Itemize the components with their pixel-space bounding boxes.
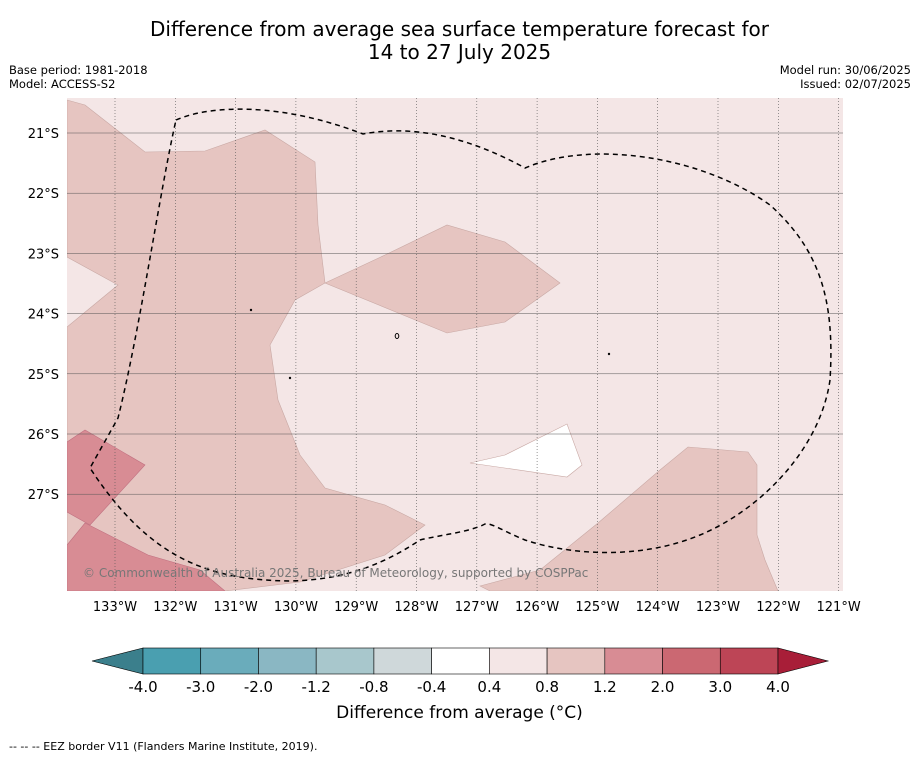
island-4 <box>607 352 611 356</box>
longitude-tick-label: 122°W <box>756 600 800 615</box>
colorbar-segment <box>546 647 606 675</box>
latitude-tick-label: 22°S <box>28 187 59 202</box>
land-islands <box>249 308 611 380</box>
longitude-tick-label: 128°W <box>394 600 438 615</box>
colorbar-tick-label: -0.8 <box>359 678 388 696</box>
eez-border <box>89 108 832 582</box>
longitude-tick-label: 129°W <box>334 600 378 615</box>
latitude-tick-label: 25°S <box>28 368 59 383</box>
latitude-labels: 21°S 22°S 23°S 24°S 25°S 26°S 27°S <box>28 127 59 503</box>
colorbar-segment <box>719 647 779 675</box>
island-3 <box>288 376 292 380</box>
colorbar-segment <box>142 647 202 675</box>
colorbar-segment <box>200 647 259 675</box>
longitude-tick-label: 130°W <box>274 600 318 615</box>
colorbar-segment <box>258 647 317 675</box>
colorbar-segment <box>315 647 375 675</box>
title-line-1: Difference from average sea surface temp… <box>149 17 769 41</box>
colorbar-segment <box>662 647 721 675</box>
longitude-tick-label: 125°W <box>575 600 619 615</box>
page-title: Difference from average sea surface temp… <box>0 18 919 64</box>
longitude-tick-label: 133°W <box>93 600 137 615</box>
colorbar-tick-label: 0.8 <box>535 678 559 696</box>
latitude-tick-label: 23°S <box>28 247 59 262</box>
meta-left: Base period: 1981-2018 Model: ACCESS-S2 <box>9 63 148 91</box>
graticule <box>67 98 843 591</box>
island-1 <box>394 333 400 339</box>
colorbar-tick-label: -2.0 <box>244 678 273 696</box>
colorbar-tick-label: -0.4 <box>417 678 446 696</box>
colorbar-ticks: -4.0 -3.0 -2.0 -1.2 -0.8 -0.4 0.4 0.8 1.2 2.0 3.0 4… <box>128 678 790 696</box>
colorbar-segment <box>489 647 548 675</box>
colorbar-tick-label: 4.0 <box>766 678 790 696</box>
colorbar-tick-label: -4.0 <box>128 678 157 696</box>
colorbar-tick-label: -3.0 <box>186 678 215 696</box>
colorbar-tick-label: 0.4 <box>477 678 501 696</box>
colorbar-extend-high <box>777 647 830 675</box>
eez-legend-note: -- -- -- EEZ border V11 (Flanders Marine… <box>9 740 318 753</box>
colorbar-tick-label: 2.0 <box>651 678 675 696</box>
colorbar-tick-label: 1.2 <box>593 678 617 696</box>
anomaly-region-central <box>324 224 561 334</box>
latitude-tick-label: 26°S <box>28 428 59 443</box>
meta-right: Model run: 30/06/2025 Issued: 02/07/2025 <box>780 63 911 91</box>
issued-date: Issued: 02/07/2025 <box>800 77 911 91</box>
anomaly-region-warm-2 <box>67 522 226 591</box>
longitude-tick-label: 126°W <box>515 600 559 615</box>
colorbar-segment <box>604 647 663 675</box>
longitude-tick-label: 127°W <box>455 600 499 615</box>
colorbar-segment <box>431 647 490 675</box>
longitude-tick-label: 132°W <box>153 600 197 615</box>
latitude-tick-label: 24°S <box>28 308 59 323</box>
model-name: Model: ACCESS-S2 <box>9 77 116 91</box>
latitude-tick-label: 21°S <box>28 127 59 142</box>
anomaly-region-southeast <box>479 446 779 591</box>
longitude-tick-label: 121°W <box>817 600 861 615</box>
colorbar-segment <box>373 647 432 675</box>
longitude-tick-label: 123°W <box>696 600 740 615</box>
longitude-tick-label: 131°W <box>214 600 258 615</box>
anomaly-region-warm-1 <box>67 429 146 526</box>
model-run: Model run: 30/06/2025 <box>779 63 911 77</box>
longitude-labels: 133°W 132°W 131°W 130°W 129°W 128°W 127°W 126°W… <box>93 600 861 615</box>
anomaly-region-neutral <box>469 423 583 478</box>
latitude-tick-label: 27°S <box>28 488 59 503</box>
colorbar-tick-label: -1.2 <box>302 678 331 696</box>
island-2 <box>249 308 253 312</box>
longitude-tick-label: 124°W <box>636 600 680 615</box>
colorbar-extend-low <box>91 647 144 675</box>
base-period: Base period: 1981-2018 <box>9 63 148 77</box>
colorbar-tick-label: 3.0 <box>708 678 732 696</box>
copyright-note: © Commonwealth of Australia 2025, Bureau… <box>83 566 588 580</box>
colorbar <box>91 647 830 675</box>
colorbar-label: Difference from average (°C) <box>336 703 583 723</box>
title-line-2: 14 to 27 July 2025 <box>367 40 552 64</box>
map-area <box>67 98 843 591</box>
